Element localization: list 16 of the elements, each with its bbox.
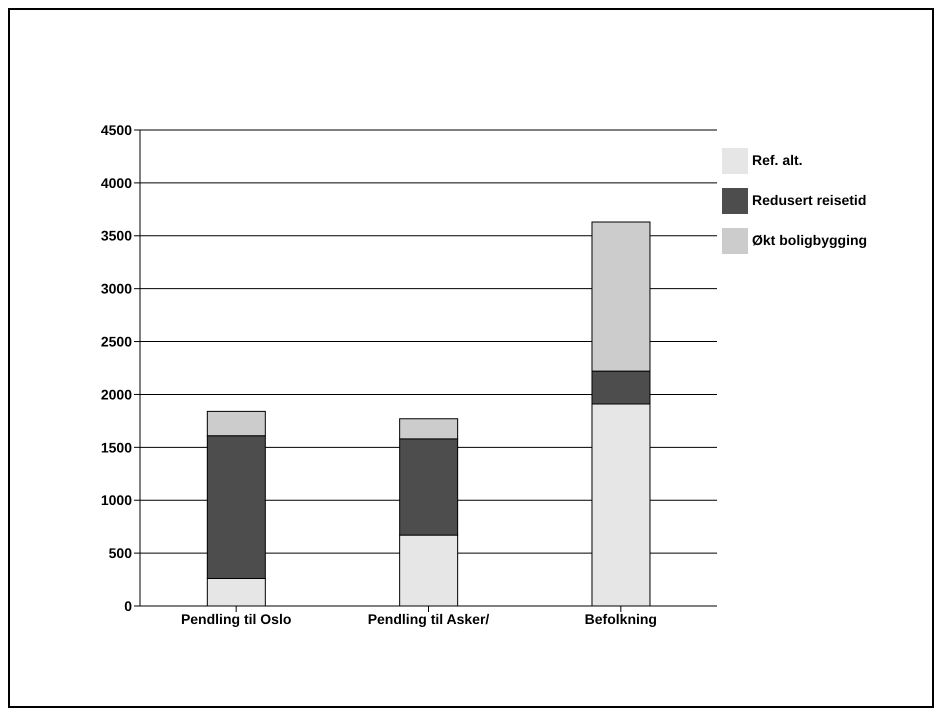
y-tick-label: 4000 — [100, 174, 132, 191]
y-tick-label: 3000 — [100, 280, 132, 297]
x-tick-label: Befolkning — [584, 610, 658, 627]
y-tick-label: 4500 — [100, 122, 132, 138]
y-tick-label: 1000 — [100, 492, 132, 508]
y-tick-label: 0 — [124, 598, 132, 614]
legend-label: Ref. alt. — [752, 152, 803, 168]
y-tick-label: 2500 — [100, 334, 132, 350]
y-tick-label: 2000 — [100, 386, 132, 402]
legend-label: Økt boligbygging — [752, 232, 868, 248]
y-tick-label: 3500 — [100, 228, 132, 244]
legend-label: Redusert reisetid — [752, 192, 866, 208]
x-tick-label: Pendling til Oslo — [180, 610, 292, 627]
y-tick-label: 1500 — [100, 439, 132, 456]
x-tick-label: Pendling til Asker/ — [368, 610, 490, 627]
y-tick-label: 500 — [108, 545, 132, 562]
